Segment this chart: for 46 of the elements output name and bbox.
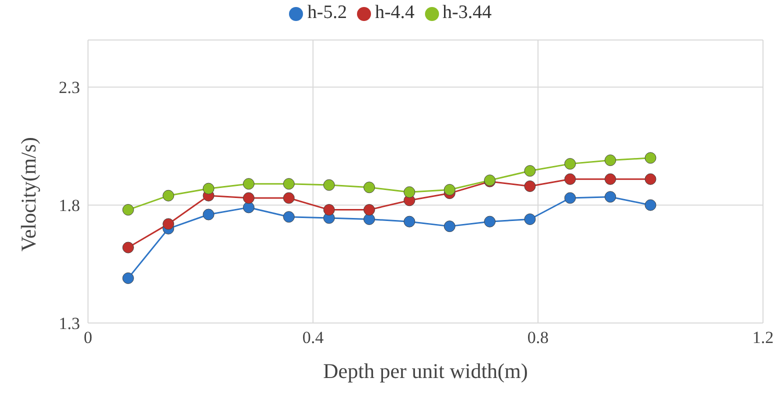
x-tick-label: 0.8 (527, 328, 549, 348)
legend-label: h-3.44 (442, 2, 492, 23)
point (242, 192, 254, 204)
legend-label: h-4.4 (374, 2, 415, 23)
y-tick-label: 1.8 (58, 196, 80, 216)
point (604, 173, 616, 185)
point (202, 182, 214, 194)
x-axis-title: Depth per unit width(m) (323, 359, 528, 383)
point (524, 213, 536, 225)
point (564, 192, 576, 204)
point (524, 165, 536, 177)
point (524, 180, 536, 192)
point (404, 186, 416, 198)
point (122, 272, 134, 284)
point (323, 204, 335, 216)
point (283, 192, 295, 204)
y-tick-label: 2.3 (58, 78, 80, 98)
point (364, 204, 375, 216)
x-tick-label: 1.2 (752, 328, 774, 348)
point (364, 182, 375, 194)
point (202, 208, 214, 220)
y-tick-label: 1.3 (58, 314, 80, 334)
point (604, 191, 616, 203)
point (644, 199, 656, 211)
point (564, 158, 576, 170)
x-tick-label: 0.4 (302, 328, 324, 348)
point (644, 152, 656, 164)
point (644, 173, 656, 185)
point (404, 216, 416, 228)
point (283, 211, 295, 223)
point (323, 179, 335, 191)
y-axis-title: Velocity(m/s) (16, 137, 40, 252)
point (122, 242, 134, 254)
point (242, 178, 254, 190)
point (122, 204, 134, 216)
point (604, 154, 616, 166)
point (162, 218, 174, 230)
legend-label: h-5.2 (307, 2, 347, 23)
point (484, 216, 496, 228)
point (242, 202, 254, 214)
point (444, 220, 456, 232)
point (283, 178, 295, 190)
x-tick-label: 0 (84, 328, 92, 348)
point (564, 173, 576, 185)
point (162, 190, 174, 202)
point (444, 184, 456, 196)
